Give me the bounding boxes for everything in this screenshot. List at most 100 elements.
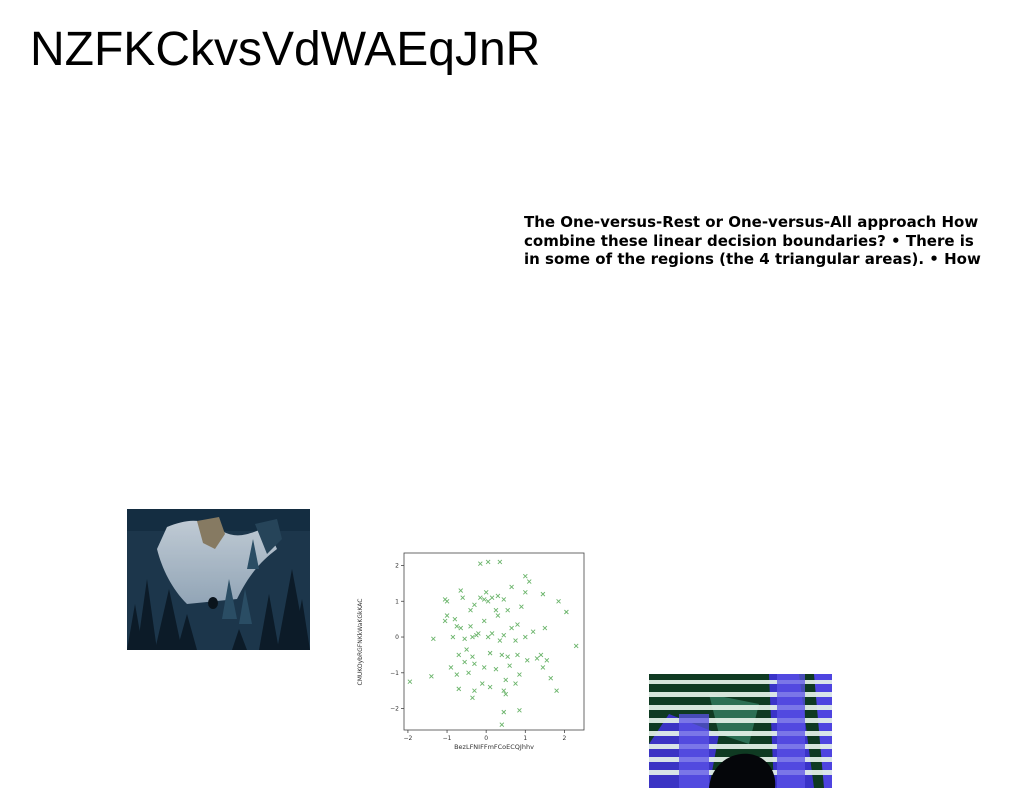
page-title: NZFKCkvsVdWAEqJnR (30, 23, 541, 76)
scatter-point (454, 672, 460, 677)
scatter-point (462, 659, 467, 665)
x-tick-label: 2 (563, 735, 567, 742)
text-block: The One-versus-Rest or One-versus-All ap… (524, 213, 1019, 269)
scatter-point (456, 686, 462, 692)
scatter-point (548, 675, 554, 681)
x-tick-label: −2 (403, 735, 412, 742)
x-tick-label: 1 (523, 735, 527, 742)
scatter-point (487, 650, 493, 656)
scatter-point (479, 681, 485, 686)
scatter-point (540, 591, 546, 597)
scatter-point (429, 674, 434, 679)
scatter-point (522, 573, 528, 579)
scatter-point (485, 559, 491, 565)
scatter-point (544, 657, 550, 663)
scatter-point (497, 559, 503, 565)
scatter-point (495, 593, 501, 599)
scatter-point (538, 652, 544, 658)
scatter-point (477, 595, 483, 601)
scatter-point (542, 625, 548, 631)
scatter-point (481, 597, 487, 602)
scatter-point (472, 661, 477, 667)
scatter-point (495, 613, 501, 618)
scatter-point (499, 652, 505, 658)
scatter-point (489, 595, 495, 601)
y-tick-label: 1 (395, 598, 399, 605)
scatter-point (517, 672, 522, 677)
scatter-point (503, 691, 509, 697)
x-tick-label: −1 (443, 735, 452, 742)
text-line: in some of the regions (the 4 triangular… (524, 250, 981, 268)
y-tick-label: −2 (390, 706, 399, 713)
scatter-point (487, 684, 493, 690)
scatter-point (485, 598, 491, 604)
scatter-point (460, 595, 466, 601)
scatter-point (431, 636, 436, 642)
scatter-point (470, 695, 475, 701)
scatter-point (444, 613, 450, 618)
scatter-point (515, 622, 520, 627)
scatter-point (554, 688, 559, 693)
scatter-point (497, 638, 503, 643)
scatter-point (526, 579, 532, 584)
window-blinds-photo (649, 674, 832, 788)
scatter-point (522, 590, 528, 595)
x-tick-label: 0 (484, 735, 488, 742)
scatter-point (505, 654, 511, 660)
scatter-point (556, 598, 561, 604)
scatter-point (464, 647, 469, 652)
plot-area (403, 552, 585, 731)
scatter-point (470, 634, 475, 640)
scatter-point (493, 666, 499, 672)
scatter-point (515, 652, 520, 658)
scatter-point (505, 607, 511, 613)
scatter-point (477, 561, 483, 567)
scatter-point (483, 590, 489, 595)
scatter-point (513, 638, 518, 643)
scatter-point (472, 688, 477, 693)
scatter-point (517, 708, 522, 713)
scatter-point (466, 670, 471, 676)
scatter-point (499, 722, 505, 727)
y-tick-label: −1 (390, 670, 399, 677)
scatter-point (522, 634, 528, 640)
scatter-chart: −2 −1 0 1 2 −2 −1 0 1 2 BezLFNIFFmFCoECQJhhv CMU… (352, 545, 592, 755)
y-axis-label: CMUKOybRGFNKkWaKGkKAC (357, 599, 364, 686)
scatter-point (468, 623, 473, 629)
scatter-point (470, 654, 475, 660)
scatter-point (564, 609, 569, 615)
x-axis-label: BezLFNIFFmFCoECQJhhv (454, 743, 534, 751)
text-line: combine these linear decision boundaries… (524, 231, 974, 250)
scatter-point (503, 677, 509, 683)
scatter-point (509, 625, 514, 631)
scatter-point (456, 652, 462, 658)
scatter-point (454, 623, 460, 629)
text-line: The One-versus-Rest or One-versus-All ap… (524, 213, 979, 231)
scatter-point (501, 632, 507, 638)
y-tick-label: 0 (395, 634, 399, 641)
scatter-point (513, 681, 518, 686)
scatter-point (530, 629, 536, 634)
scatter-point (450, 634, 456, 640)
scatter-point (468, 607, 473, 613)
scatter-point (481, 665, 487, 670)
scatter-point (493, 607, 499, 613)
scatter-point (462, 636, 467, 642)
scatter-point (501, 688, 507, 693)
forest-lake-photo (127, 509, 310, 650)
scatter-point (489, 631, 495, 636)
scatter-point (458, 588, 464, 593)
scatter-point (458, 625, 464, 631)
scatter-point (501, 597, 507, 602)
scatter-point (519, 604, 524, 609)
scatter-point (524, 657, 530, 663)
scatter-plot-svg: −2 −1 0 1 2 −2 −1 0 1 2 BezLFNIFFmFCoECQJhhv CMU… (357, 552, 585, 751)
scatter-point (448, 665, 454, 670)
scatter-point (442, 618, 448, 624)
y-tick-label: 2 (395, 563, 399, 570)
scatter-point (501, 709, 507, 715)
scatter-point (442, 597, 448, 602)
scatter-point (507, 663, 512, 668)
scatter-point (481, 618, 487, 624)
scatter-point (452, 616, 458, 622)
